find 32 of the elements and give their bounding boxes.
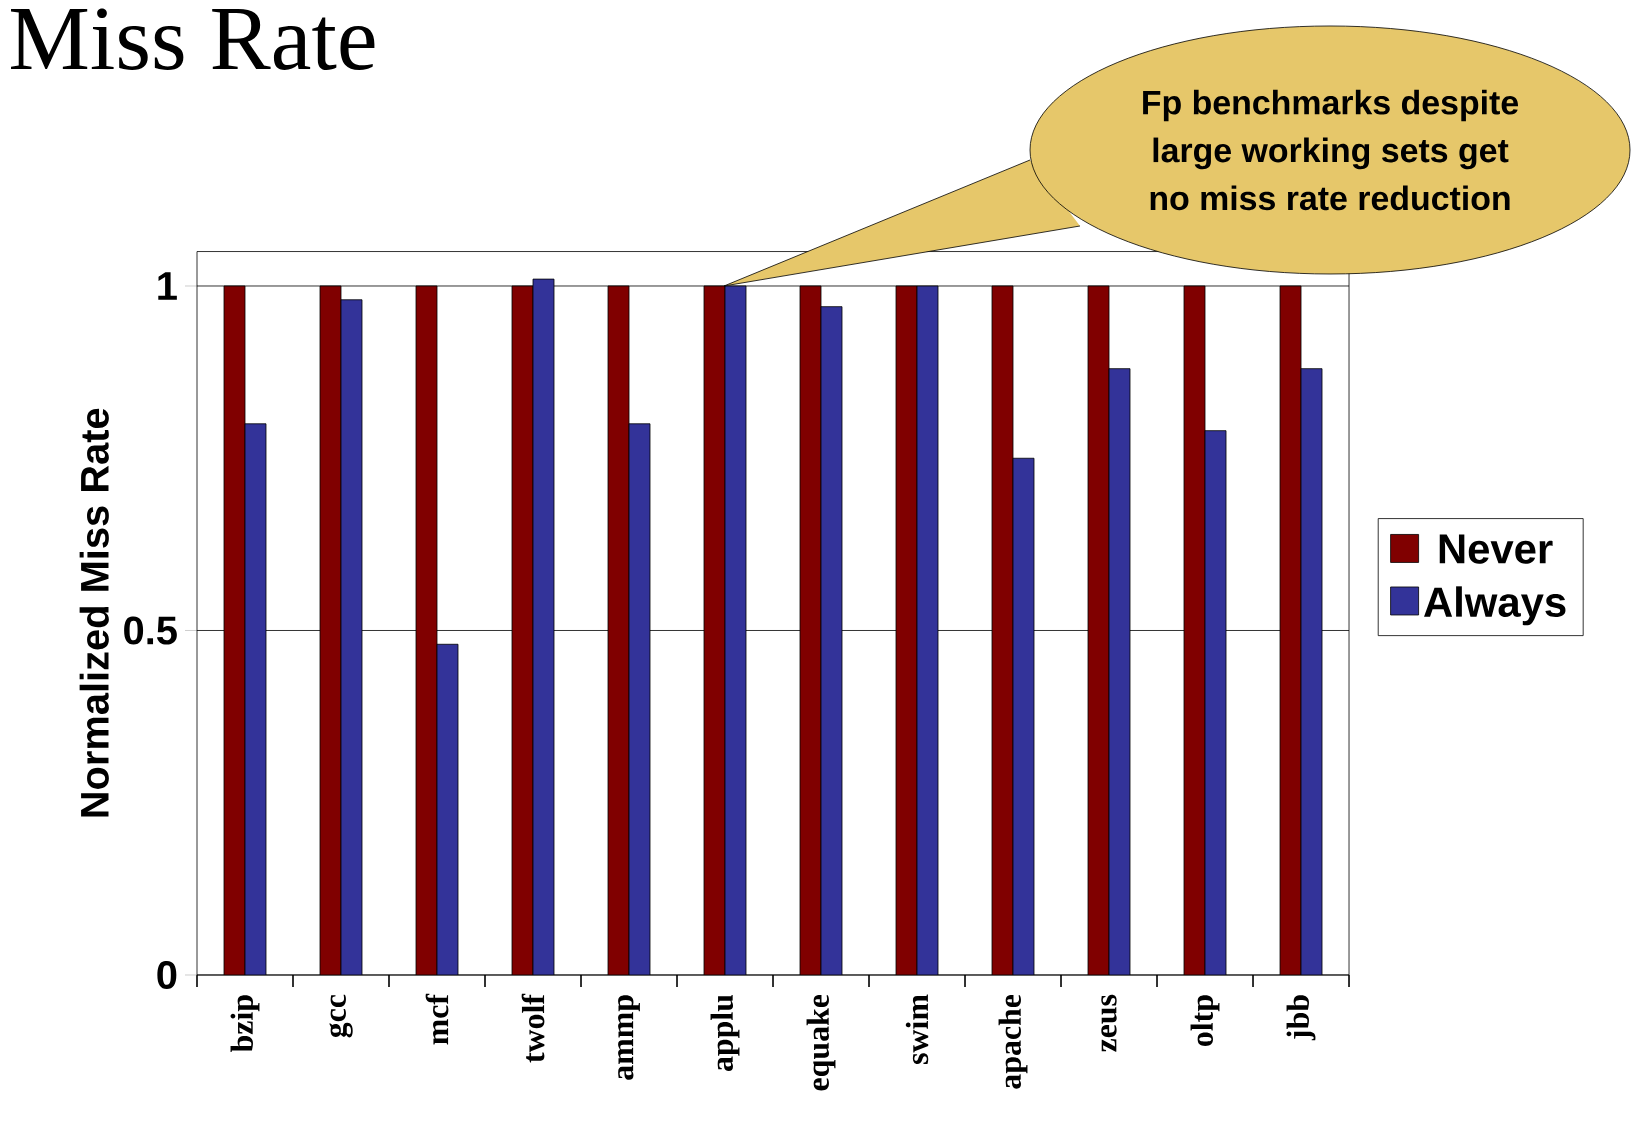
y-tick-label: 0 <box>157 960 177 990</box>
y-tick-label: 1 <box>158 272 177 300</box>
x-tick-label: bzip <box>230 995 260 1053</box>
x-tick-label: oltp <box>1190 995 1220 1046</box>
y-axis-title: Normalized Miss Rate <box>79 408 109 817</box>
x-tick-label: jbb <box>1286 995 1316 1041</box>
bar <box>607 285 630 975</box>
x-tick-label: gcc <box>329 994 353 1038</box>
legend-label: Always <box>1424 586 1566 626</box>
bar <box>1183 285 1206 975</box>
x-tick-label: ammp <box>618 995 640 1080</box>
bar <box>415 285 438 975</box>
y-tick-label: 0.5 <box>124 616 177 645</box>
bar <box>703 285 726 975</box>
x-tick-label: zeus <box>1101 994 1117 1052</box>
x-tick-label: applu <box>710 994 740 1071</box>
bar <box>1279 285 1302 975</box>
bar <box>991 285 1014 975</box>
x-tick-label: equake <box>806 994 836 1091</box>
bar <box>1087 285 1110 975</box>
bar <box>223 285 246 975</box>
chart-title: Miss Rate <box>11 8 375 70</box>
x-tick-label: apache <box>998 994 1028 1089</box>
x-tick-label: mcf <box>425 993 449 1045</box>
legend-label: Never <box>1439 534 1553 564</box>
x-tick-label: twolf <box>521 993 545 1063</box>
bar <box>511 285 534 975</box>
bar <box>799 285 822 975</box>
bar <box>319 285 342 975</box>
bar <box>895 285 918 975</box>
x-tick-label: swim <box>905 994 929 1064</box>
text: Fp benchmarks despite large working sets get no miss rate reduction <box>1143 89 1519 211</box>
